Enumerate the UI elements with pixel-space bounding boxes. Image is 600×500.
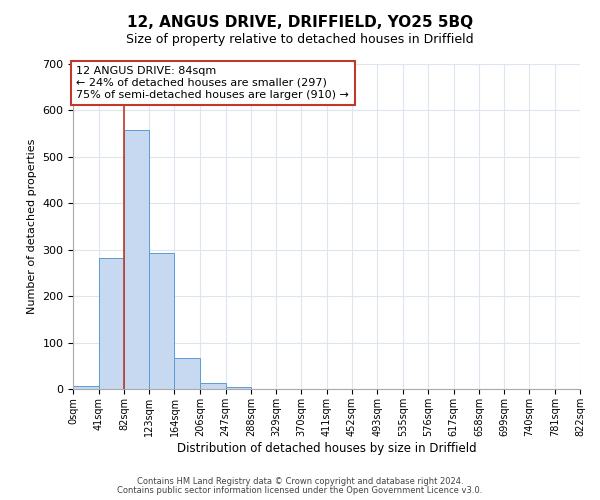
Bar xyxy=(200,383,226,390)
Text: Contains HM Land Registry data © Crown copyright and database right 2024.: Contains HM Land Registry data © Crown c… xyxy=(137,477,463,486)
X-axis label: Distribution of detached houses by size in Driffield: Distribution of detached houses by size … xyxy=(177,442,476,455)
Text: Size of property relative to detached houses in Driffield: Size of property relative to detached ho… xyxy=(126,32,474,46)
Bar xyxy=(124,130,149,390)
Bar xyxy=(98,258,124,390)
Text: 12 ANGUS DRIVE: 84sqm
← 24% of detached houses are smaller (297)
75% of semi-det: 12 ANGUS DRIVE: 84sqm ← 24% of detached … xyxy=(76,66,349,100)
Y-axis label: Number of detached properties: Number of detached properties xyxy=(27,139,37,314)
Bar xyxy=(149,253,175,390)
Bar xyxy=(175,358,200,390)
Bar xyxy=(226,387,251,390)
Text: Contains public sector information licensed under the Open Government Licence v3: Contains public sector information licen… xyxy=(118,486,482,495)
Text: 12, ANGUS DRIVE, DRIFFIELD, YO25 5BQ: 12, ANGUS DRIVE, DRIFFIELD, YO25 5BQ xyxy=(127,15,473,30)
Bar xyxy=(73,386,98,390)
